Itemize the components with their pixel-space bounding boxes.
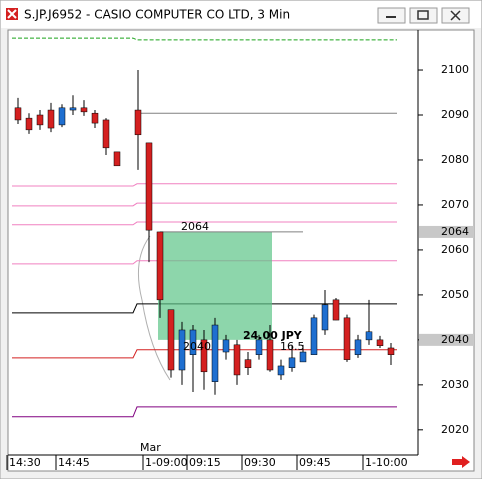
- candle-body: [14, 107, 22, 121]
- candle-body: [299, 351, 307, 363]
- candle-body: [145, 142, 153, 231]
- price-marker-label: 2040: [441, 333, 469, 346]
- candle-body: [102, 119, 110, 149]
- window-buttons[interactable]: [377, 7, 470, 24]
- level-line: [12, 221, 397, 226]
- x-tick-label: 14:30: [9, 456, 41, 469]
- y-tick-label: 2070: [441, 198, 469, 211]
- level-line: [12, 406, 397, 418]
- level-line: [12, 202, 397, 207]
- plot: 2020 2030 2040 2050 2060 2070 2080 2090 2100 14:3…: [6, 37, 474, 470]
- x-tick-label: 09:15: [189, 456, 221, 469]
- candle-body: [387, 347, 395, 355]
- app-icon-mark: [7, 9, 17, 19]
- maximize-button[interactable]: [409, 7, 438, 24]
- measure-from-label: 2064: [181, 220, 209, 233]
- candle-body: [80, 107, 88, 113]
- price-marker: [419, 225, 474, 238]
- candle-body: [113, 151, 121, 167]
- candle-body: [178, 329, 186, 371]
- candle-body: [189, 329, 197, 355]
- y-tick-label: 2030: [441, 378, 469, 391]
- candle-body: [343, 317, 351, 360]
- candle-body: [376, 339, 384, 346]
- scroll-arrow[interactable]: [452, 456, 470, 468]
- candle-body: [332, 299, 340, 321]
- level-line: [12, 183, 397, 187]
- candle-body: [354, 339, 362, 355]
- candle-body: [266, 339, 274, 371]
- y-tick-label: 2020: [441, 423, 469, 436]
- candle-body: [277, 365, 285, 376]
- y-tick-label: 2090: [441, 108, 469, 121]
- candle-body: [255, 339, 263, 355]
- candle-body: [365, 331, 373, 341]
- window-title: S.JP.J6952 - CASIO COMPUTER CO LTD, 3 Mi…: [24, 8, 290, 22]
- candle-body: [200, 339, 208, 373]
- candle-body: [288, 357, 296, 369]
- candle-body: [47, 109, 55, 129]
- candle-body: [134, 109, 142, 136]
- candle-body: [156, 231, 164, 301]
- drawing-curve: [137, 235, 171, 381]
- close-icon: [450, 10, 461, 21]
- candle-body: [211, 324, 219, 382]
- candle-body: [91, 112, 99, 124]
- price-marker-label: 2064: [441, 225, 469, 238]
- x-tick-label: 1-09:00: [145, 456, 188, 469]
- date-label: Mar: [140, 441, 161, 454]
- minimize-button[interactable]: [377, 7, 406, 24]
- x-tick-label: 09:30: [244, 456, 276, 469]
- price-marker: [419, 333, 474, 346]
- y-tick-label: 2060: [441, 243, 469, 256]
- x-tick-label: 1-10:00: [365, 456, 408, 469]
- y-tick-label: 2100: [441, 63, 469, 76]
- x-tick-label: 14:45: [58, 456, 90, 469]
- measure-diff-label: 24.00 JPY: [243, 329, 303, 342]
- candle-body: [222, 339, 230, 353]
- x-tick-label: 09:45: [299, 456, 331, 469]
- candle-body: [244, 359, 252, 369]
- candle-body: [58, 107, 66, 126]
- candle-body: [321, 304, 329, 331]
- candle-body: [233, 344, 241, 376]
- candle-body: [167, 309, 175, 371]
- maximize-icon: [417, 10, 429, 20]
- candle-body: [69, 107, 77, 111]
- candle-body: [36, 114, 44, 126]
- y-tick-label: 2050: [441, 288, 469, 301]
- level-line: [12, 37, 397, 41]
- candle-body: [310, 317, 318, 355]
- measure-bars-label: 16.5: [280, 340, 305, 353]
- candle-body: [25, 117, 33, 131]
- y-tick-label: 2080: [441, 153, 469, 166]
- measure-to-label: 2040: [183, 340, 211, 353]
